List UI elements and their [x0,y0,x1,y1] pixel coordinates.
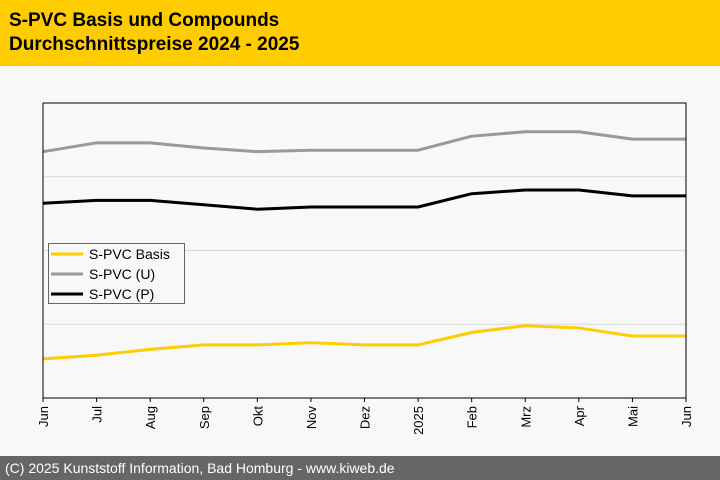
x-tick-label: Jun [36,406,51,427]
legend-label: S-PVC (P) [89,286,154,302]
x-tick-label: Mai [625,406,640,427]
series-line-s-pvc-basis [42,324,686,361]
copyright-text: (C) 2025 Kunststoff Information, Bad Hom… [5,460,395,476]
x-tick-label: Apr [572,405,587,426]
x-tick-label: Jul [90,406,105,423]
chart-title: S-PVC Basis und Compounds [9,10,280,31]
x-tick-label: Aug [143,406,158,429]
plot-border [42,102,687,399]
legend-label: S-PVC Basis [89,246,170,262]
x-tick-label: Okt [250,406,265,427]
series-line-s-pvc-u- [42,130,686,154]
series-line-s-pvc-p- [42,188,686,211]
line-chart: Jun Jul Aug Sep Okt Nov Dez 2025 Feb Mrz Apr Mai Jun… [36,102,694,435]
x-tick-label: Mrz [518,406,533,428]
chart-subtitle: Durchschnittspreise 2024 - 2025 [9,34,300,55]
x-tick-label: 2025 [411,406,426,435]
x-tick-label: Dez [358,406,373,429]
header-banner: S-PVC Basis und Compounds Durchschnittsp… [0,0,720,66]
legend-label: S-PVC (U) [89,266,155,282]
x-tick-label: Feb [465,406,480,428]
x-tick-label: Jun [679,406,694,427]
x-tick-label: Nov [304,406,319,430]
footer-bar: (C) 2025 Kunststoff Information, Bad Hom… [0,456,720,480]
x-tick-label: Sep [197,406,212,429]
